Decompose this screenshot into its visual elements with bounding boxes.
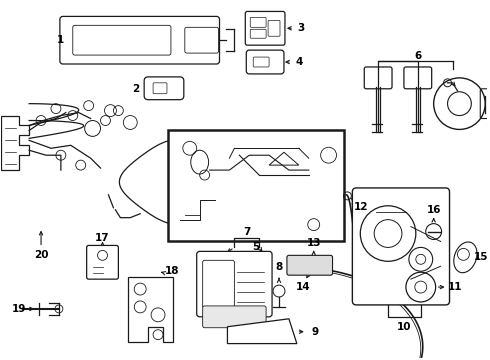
- Text: 7: 7: [244, 226, 251, 237]
- FancyBboxPatch shape: [287, 255, 333, 275]
- Ellipse shape: [191, 150, 209, 174]
- Text: 11: 11: [448, 282, 463, 292]
- Text: 1: 1: [57, 35, 65, 45]
- FancyBboxPatch shape: [144, 77, 184, 100]
- Text: 9: 9: [311, 327, 318, 337]
- FancyBboxPatch shape: [268, 21, 280, 36]
- Text: 12: 12: [354, 202, 368, 212]
- Polygon shape: [227, 319, 297, 343]
- Text: 2: 2: [133, 84, 140, 94]
- FancyBboxPatch shape: [253, 57, 269, 67]
- FancyBboxPatch shape: [203, 260, 234, 308]
- Text: 6: 6: [414, 51, 421, 61]
- FancyBboxPatch shape: [364, 67, 392, 89]
- Text: 20: 20: [34, 250, 49, 260]
- Text: 10: 10: [397, 322, 411, 332]
- Text: 18: 18: [165, 266, 179, 276]
- Text: 4: 4: [295, 57, 302, 67]
- FancyBboxPatch shape: [250, 29, 266, 38]
- FancyBboxPatch shape: [245, 12, 285, 45]
- Text: 13: 13: [306, 238, 321, 248]
- FancyBboxPatch shape: [404, 67, 432, 89]
- FancyBboxPatch shape: [185, 27, 219, 53]
- Bar: [168, 130, 344, 242]
- Text: 15: 15: [474, 252, 489, 262]
- Text: 5: 5: [252, 242, 260, 252]
- FancyBboxPatch shape: [60, 17, 220, 64]
- Text: 17: 17: [95, 233, 110, 243]
- FancyBboxPatch shape: [87, 246, 119, 279]
- Text: 16: 16: [426, 205, 441, 215]
- FancyBboxPatch shape: [250, 17, 266, 27]
- Ellipse shape: [454, 242, 477, 273]
- Text: 19: 19: [12, 304, 26, 314]
- FancyBboxPatch shape: [480, 89, 490, 118]
- FancyBboxPatch shape: [73, 25, 171, 55]
- FancyBboxPatch shape: [203, 306, 266, 328]
- Text: 8: 8: [275, 262, 283, 272]
- Polygon shape: [269, 152, 299, 165]
- FancyBboxPatch shape: [153, 83, 167, 94]
- FancyBboxPatch shape: [246, 50, 284, 74]
- Text: 14: 14: [295, 282, 310, 292]
- Polygon shape: [1, 116, 29, 170]
- Polygon shape: [128, 277, 173, 342]
- Text: 3: 3: [297, 23, 304, 33]
- FancyBboxPatch shape: [352, 188, 449, 305]
- FancyBboxPatch shape: [196, 251, 272, 317]
